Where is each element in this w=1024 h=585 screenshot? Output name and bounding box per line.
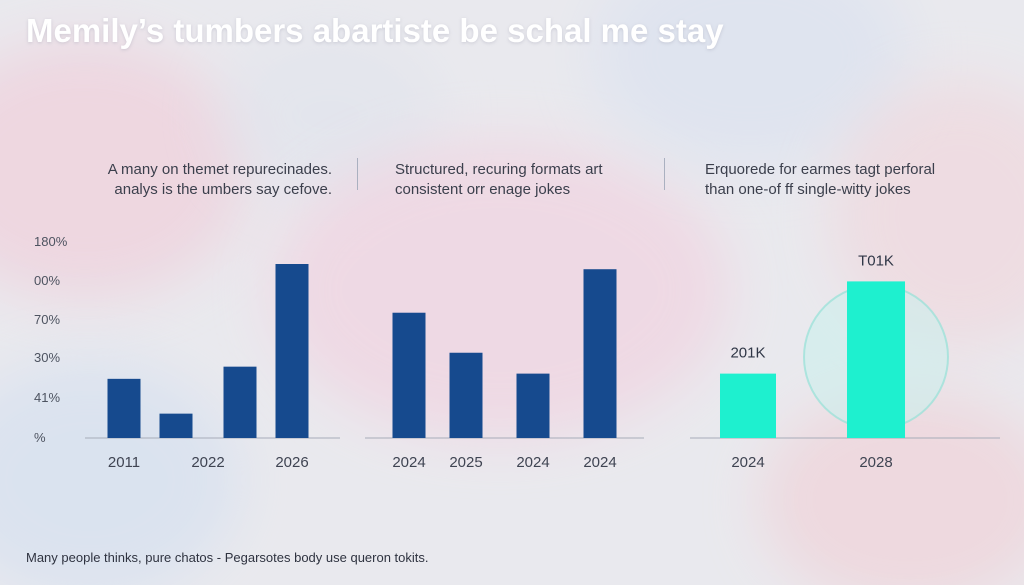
bar bbox=[159, 413, 193, 438]
y-tick-label: 180% bbox=[34, 234, 68, 249]
caption-2: Structured, recuring formats art consist… bbox=[395, 160, 655, 200]
caption-1-line-2: analys is the umbers say cefove. bbox=[114, 181, 332, 198]
bar-value-label: 201K bbox=[730, 345, 765, 362]
caption-divider bbox=[357, 158, 358, 190]
caption-2-line-1: Structured, recuring formats art bbox=[395, 161, 603, 178]
page-title: Memily’s tumbers abartiste be schal me s… bbox=[26, 12, 724, 49]
y-tick-label: 41% bbox=[34, 390, 60, 405]
caption-3: Erquorede for earmes tagt perforal than … bbox=[705, 160, 1005, 200]
bar bbox=[275, 264, 309, 438]
bar bbox=[516, 373, 550, 438]
bar bbox=[847, 281, 905, 438]
y-tick-label: 30% bbox=[34, 350, 60, 365]
x-tick-label: 2011 bbox=[108, 454, 140, 471]
x-tick-label: 2024 bbox=[583, 454, 616, 471]
bar bbox=[392, 312, 426, 438]
caption-3-line-2: than one-of ff single-witty jokes bbox=[705, 181, 911, 198]
footer-note: Many people thinks, pure chatos - Pegars… bbox=[26, 550, 429, 565]
caption-1: A many on themet repurecinades. analys i… bbox=[40, 160, 332, 200]
bg-blob bbox=[270, 140, 730, 440]
x-tick-label: 2024 bbox=[731, 454, 764, 471]
x-tick-label: 2026 bbox=[275, 454, 308, 471]
x-tick-label: 2024 bbox=[392, 454, 425, 471]
caption-divider bbox=[664, 158, 665, 190]
bar bbox=[449, 352, 483, 438]
bar-value-label: T01K bbox=[858, 252, 894, 269]
bar bbox=[583, 269, 617, 438]
x-tick-label: 2022 bbox=[191, 454, 224, 471]
y-tick-label: % bbox=[34, 430, 46, 445]
bar bbox=[720, 373, 776, 438]
bar bbox=[107, 378, 141, 438]
y-tick-label: 00% bbox=[34, 273, 60, 288]
x-tick-label: 2024 bbox=[516, 454, 549, 471]
bar bbox=[223, 366, 257, 438]
y-tick-label: 70% bbox=[34, 312, 60, 327]
caption-2-line-2: consistent orr enage jokes bbox=[395, 181, 571, 198]
caption-3-line-1: Erquorede for earmes tagt perforal bbox=[705, 161, 936, 178]
x-tick-label: 2028 bbox=[859, 454, 892, 471]
caption-1-line-1: A many on themet repurecinades. bbox=[107, 161, 332, 178]
x-tick-label: 2025 bbox=[449, 454, 482, 471]
